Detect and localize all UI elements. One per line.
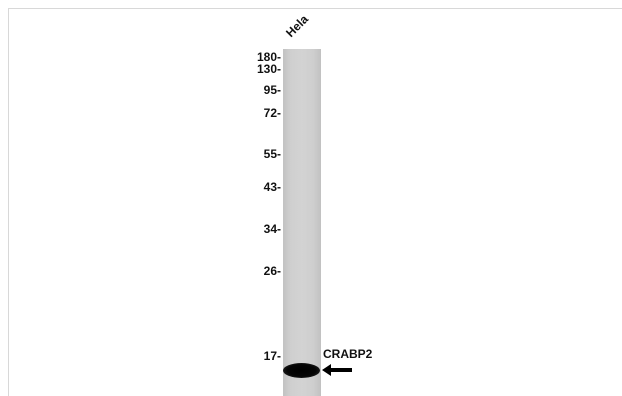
- marker-130: 130-: [256, 62, 281, 76]
- marker-95: 95-: [263, 83, 281, 97]
- blot-lane: [283, 49, 321, 396]
- marker-72: 72-: [263, 106, 281, 120]
- marker-180: 180-: [256, 50, 281, 64]
- arrow-left-icon: [322, 364, 352, 376]
- target-label: CRABP2: [323, 347, 373, 361]
- lane-label: Hela: [283, 12, 311, 40]
- frame-top-border: [8, 8, 622, 9]
- protein-band: [283, 363, 320, 378]
- marker-26: 26-: [263, 264, 281, 278]
- marker-43: 43-: [263, 180, 281, 194]
- marker-55: 55-: [263, 147, 281, 161]
- frame-left-border: [8, 8, 9, 396]
- marker-17: 17-: [263, 349, 281, 363]
- marker-34: 34-: [263, 222, 281, 236]
